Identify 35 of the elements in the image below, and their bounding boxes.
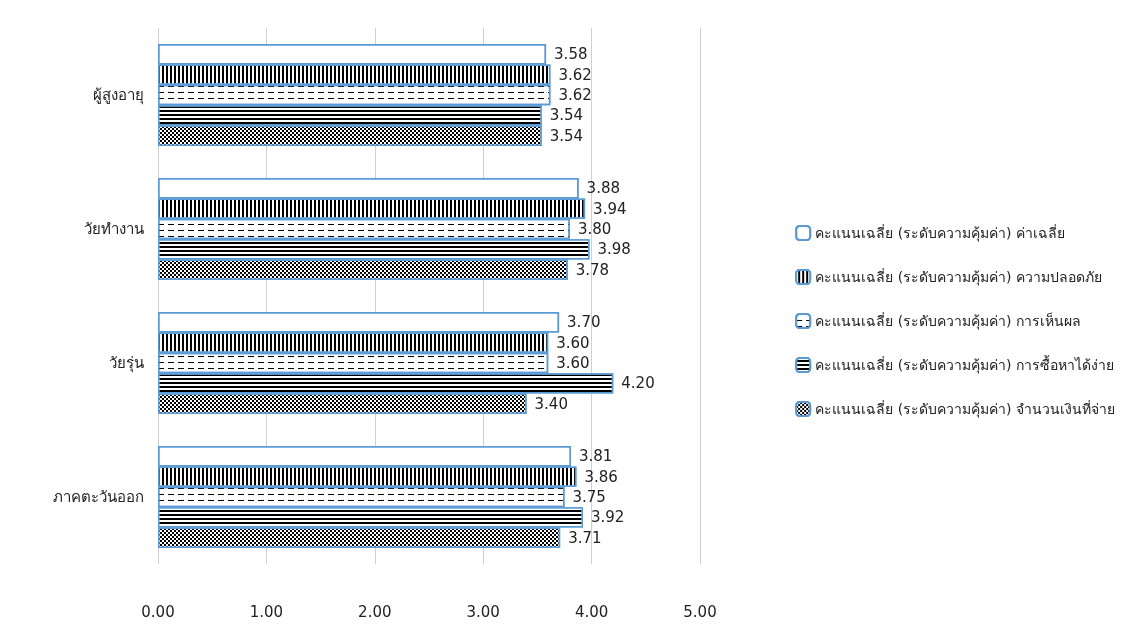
legend-label: คะแนนเฉลี่ย (ระดับความคุ้มค่า) การซื้อหาได้ง่าย bbox=[815, 355, 1114, 374]
data-label: 3.78 bbox=[575, 260, 610, 279]
x-tick-label: 5.00 bbox=[683, 602, 717, 621]
legend-label: คะแนนเฉลี่ย (ระดับความคุ้มค่า) ค่าเฉลี่ย bbox=[815, 224, 1065, 242]
data-label: 3.54 bbox=[549, 106, 584, 125]
data-label: 3.94 bbox=[593, 199, 627, 218]
x-tick-label: 1.00 bbox=[249, 602, 284, 621]
data-label: 3.62 bbox=[558, 65, 592, 84]
data-label: 3.62 bbox=[558, 86, 592, 104]
y-tick-label: วัยรุ่น bbox=[109, 354, 144, 373]
y-tick-label: วัยทำงาน bbox=[84, 220, 144, 238]
x-tick-label: 4.00 bbox=[574, 602, 609, 621]
data-label: 3.88 bbox=[586, 179, 620, 198]
data-label: 4.20 bbox=[621, 374, 655, 393]
legend-label: คะแนนเฉลี่ย (ระดับความคุ้มค่า) การเห็นผล bbox=[815, 312, 1081, 330]
data-label: 3.60 bbox=[556, 333, 590, 352]
data-label: 3.54 bbox=[549, 126, 584, 145]
data-label: 3.86 bbox=[584, 467, 618, 486]
data-label: 3.60 bbox=[556, 354, 590, 372]
data-label: 3.98 bbox=[597, 240, 631, 259]
x-tick-label: 0.00 bbox=[141, 602, 175, 621]
data-label: 3.81 bbox=[579, 447, 613, 466]
legend-label: คะแนนเฉลี่ย (ระดับความคุ้มค่า) ความปลอดภัย bbox=[815, 268, 1102, 286]
y-tick-label: ภาคตะวันออก bbox=[53, 488, 144, 506]
data-label: 3.75 bbox=[572, 488, 606, 506]
data-label: 3.80 bbox=[577, 220, 612, 238]
y-tick-label: ผู้สูงอายุ bbox=[93, 86, 144, 105]
data-label: 3.71 bbox=[568, 528, 602, 547]
data-label: 3.92 bbox=[590, 508, 625, 527]
legend-label: คะแนนเฉลี่ย (ระดับความคุ้มค่า) จำนวนเงินที่จ่าย bbox=[815, 400, 1115, 418]
data-label: 3.40 bbox=[534, 394, 568, 413]
x-tick-label: 2.00 bbox=[358, 602, 392, 621]
data-label: 3.70 bbox=[567, 313, 601, 332]
x-tick-label: 3.00 bbox=[466, 602, 500, 621]
data-label: 3.58 bbox=[554, 45, 588, 64]
